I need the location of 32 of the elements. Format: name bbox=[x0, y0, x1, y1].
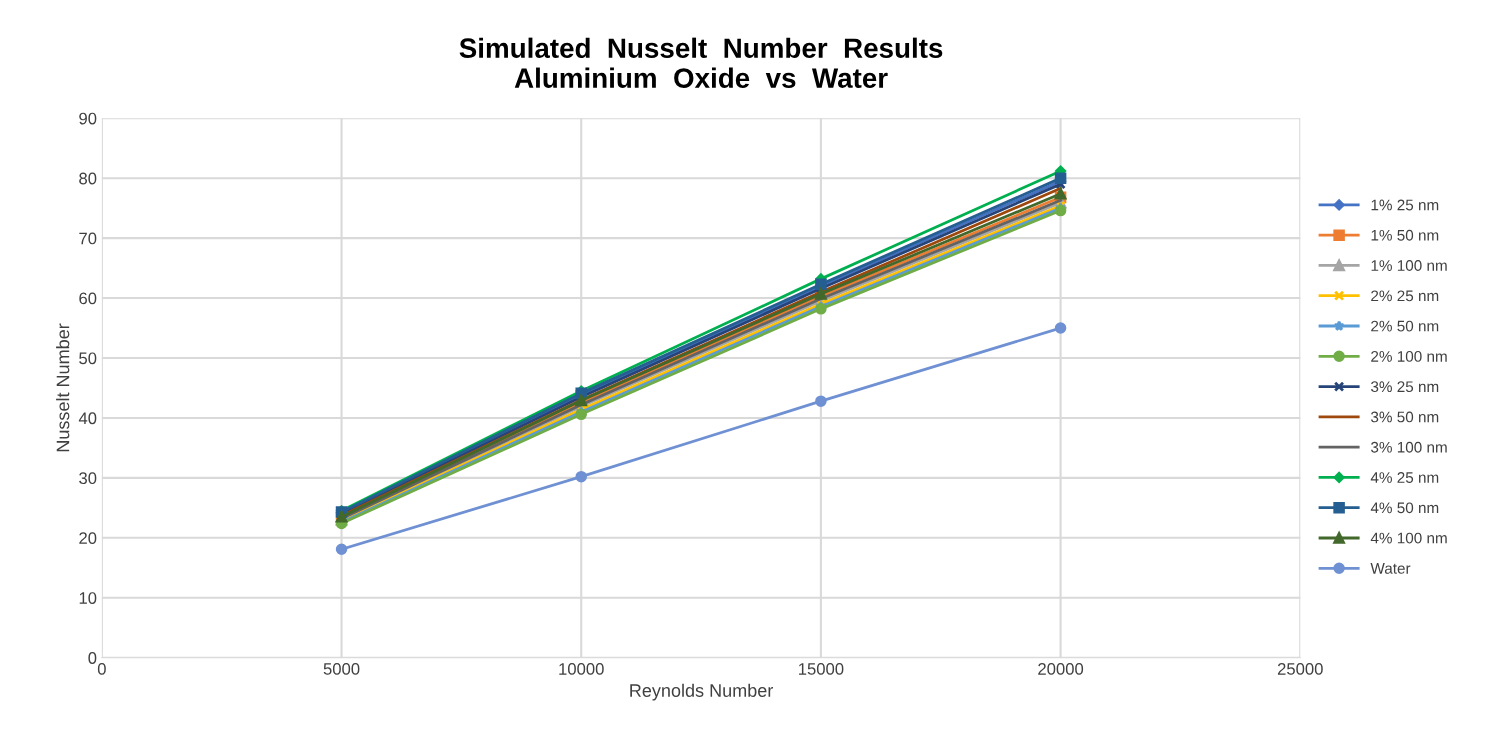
legend-label: 4% 25 nm bbox=[1370, 472, 1439, 483]
y-tick-label: 80 bbox=[79, 172, 97, 185]
y-tick-label: 90 bbox=[79, 112, 97, 125]
legend-label: 3% 50 nm bbox=[1371, 411, 1439, 423]
legend-label: 1% 100 nm bbox=[1371, 260, 1447, 271]
y-tick-label: 0 bbox=[88, 652, 97, 664]
y-tick-label: 50 bbox=[79, 352, 97, 365]
y-tick-label: 20 bbox=[79, 532, 97, 545]
y-tick-label: 60 bbox=[79, 292, 97, 305]
legend-label: Water bbox=[1370, 563, 1411, 574]
legend-label: 1% 50 nm bbox=[1371, 229, 1439, 241]
x-tick-label: 25000 bbox=[1277, 663, 1323, 675]
y-axis-title: Nusselt Number bbox=[56, 323, 70, 452]
x-tick-label: 15000 bbox=[799, 663, 844, 675]
x-tick-label: 0 bbox=[97, 663, 106, 675]
y-tick-label: 40 bbox=[78, 412, 97, 425]
y-tick-label: 10 bbox=[79, 592, 97, 604]
y-tick-label: 30 bbox=[79, 472, 97, 485]
y-tick-label: 70 bbox=[79, 232, 97, 245]
legend-label: 2% 25 nm bbox=[1371, 290, 1439, 302]
chart-title: Simulated Nusselt Number Results Aluminium Oxide vs Water bbox=[459, 37, 943, 88]
legend-label: 3% 25 nm bbox=[1371, 381, 1439, 393]
legend-label: 1% 25 nm bbox=[1371, 199, 1439, 211]
legend-label: 3% 100 nm bbox=[1371, 441, 1447, 453]
legend-label: 4% 100 nm bbox=[1370, 532, 1447, 544]
legend-label: 2% 100 nm bbox=[1371, 350, 1447, 362]
legend-label: 2% 50 nm bbox=[1371, 320, 1439, 332]
x-tick-label: 10000 bbox=[559, 663, 604, 675]
x-tick-label: 5000 bbox=[323, 663, 360, 675]
legend-label: 4% 50 nm bbox=[1370, 502, 1439, 514]
x-tick-label: 20000 bbox=[1038, 663, 1084, 675]
x-axis-title: Reynolds Number bbox=[630, 683, 774, 701]
